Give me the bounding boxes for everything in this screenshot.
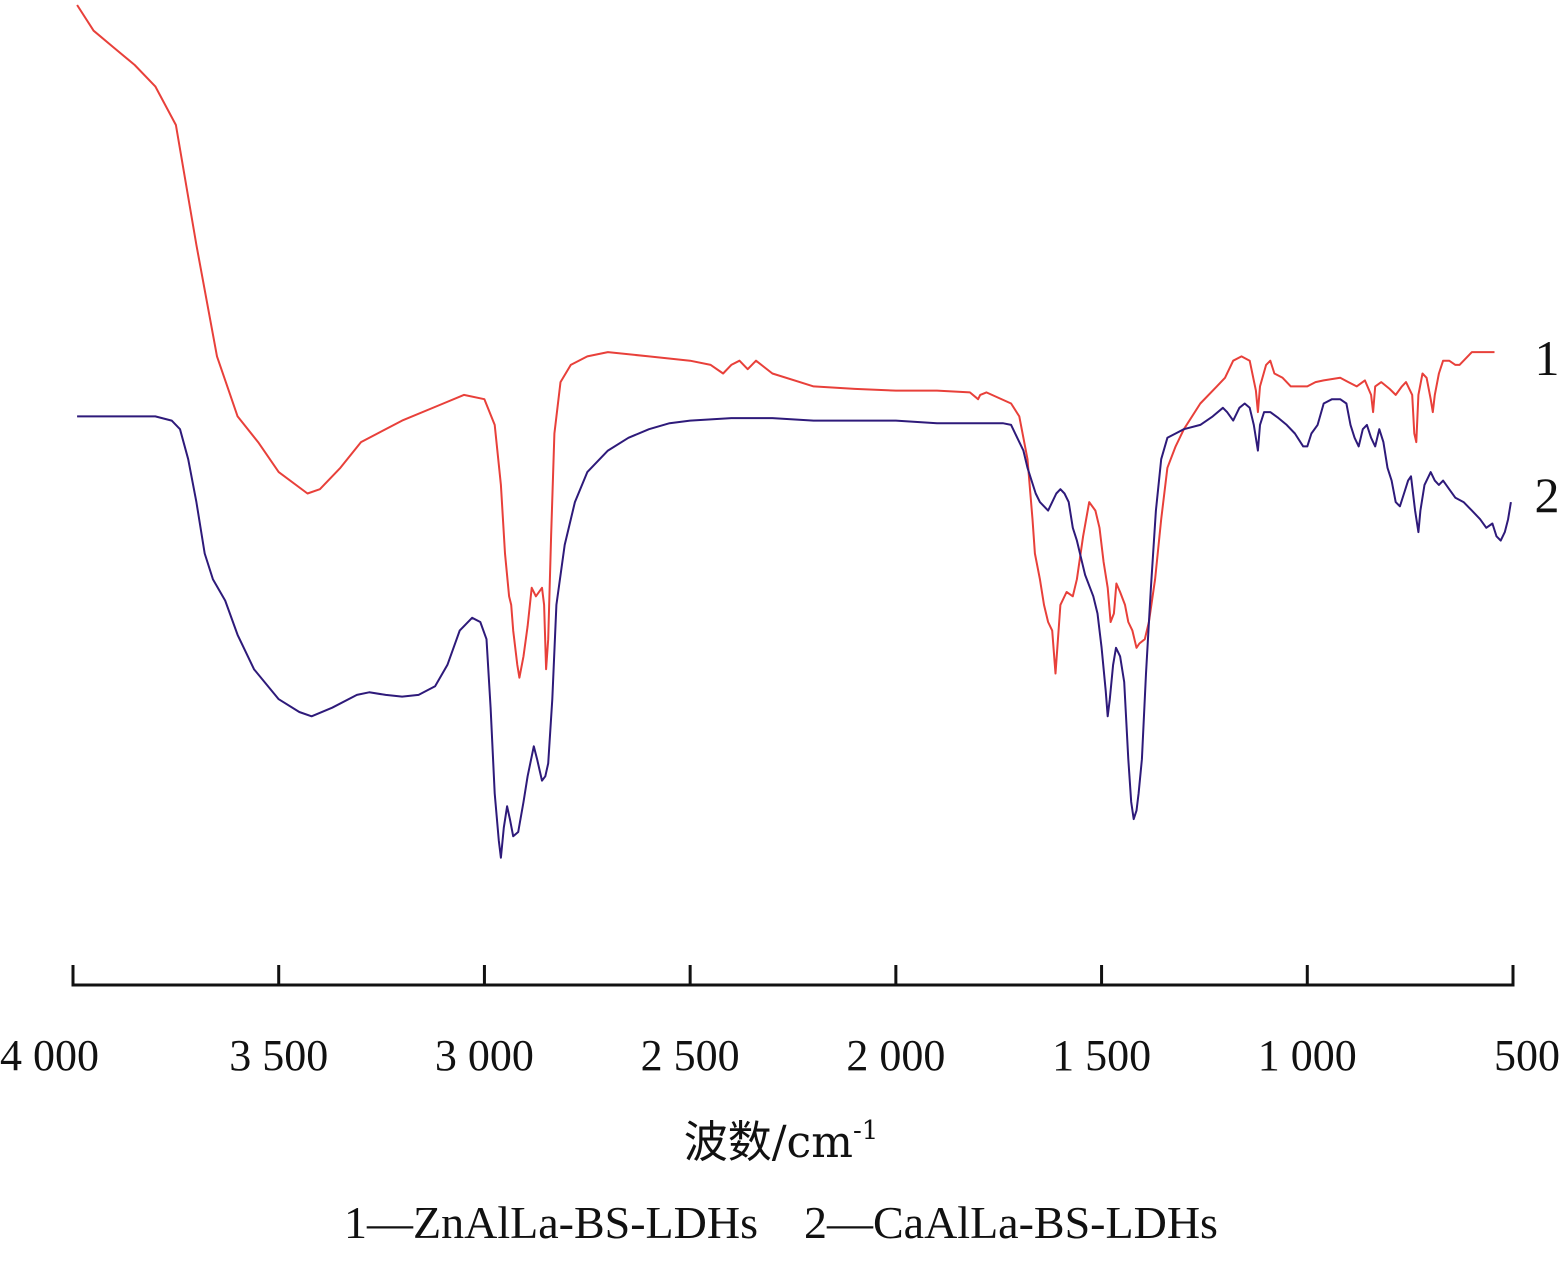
x-tick-label-1500: 1 500 (1052, 1031, 1151, 1080)
x-axis-title-main: 波数/cm (684, 1117, 853, 1168)
series-lines (76, 4, 1512, 859)
x-tick-label-3000: 3 000 (435, 1031, 534, 1080)
x-tick-label-1000: 1 000 (1258, 1031, 1357, 1080)
series-2-tag: 2 (1535, 467, 1560, 523)
x-tick-label-500: 500 (1494, 1031, 1560, 1080)
series-tags: 12 (1535, 330, 1560, 523)
series-1-tag: 1 (1535, 330, 1560, 386)
legend-caption: 1—ZnAlLa-BS-LDHs 2—CaAlLa-BS-LDHs (344, 1197, 1218, 1248)
series-2-line (77, 398, 1512, 859)
x-tick-label-3500: 3 500 (229, 1031, 328, 1080)
x-axis-tick-labels: 4 000 3 500 3 000 2 500 2 000 1 500 1 000 500 (0, 1031, 1560, 1080)
x-tick-label-2500: 2 500 (641, 1031, 740, 1080)
x-axis-ticks (71, 965, 1515, 987)
x-axis-title: 波数/cm-1 (684, 1116, 879, 1168)
x-tick-label-4000: 4 000 (0, 1031, 99, 1080)
x-axis-title-superscript: -1 (853, 1116, 878, 1146)
x-tick-label-2000: 2 000 (846, 1031, 945, 1080)
series-1-line (76, 4, 1495, 679)
